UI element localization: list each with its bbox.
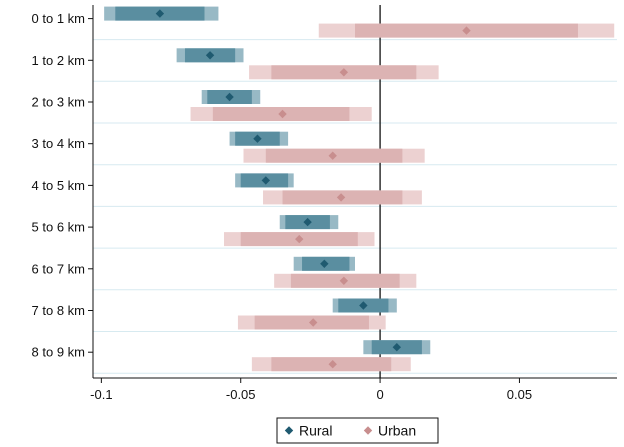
- gridlines: [93, 39, 617, 374]
- legend-box: [276, 417, 439, 444]
- urban-point-marker: [339, 276, 349, 285]
- legend-label-urban: Urban: [378, 423, 416, 439]
- axes: 0 to 1 km 1 to 2 km 2 to 3 km 3 to 4 km 4 to…: [32, 5, 617, 402]
- legend-marker-urban: [363, 426, 373, 435]
- y-tick-label: 4 to 5 km: [32, 178, 85, 193]
- urban-point-marker: [328, 151, 337, 160]
- urban-point-marker: [328, 360, 337, 369]
- urban-point-marker: [462, 26, 471, 35]
- rural-point-marker: [320, 259, 329, 268]
- y-tick-label: 7 to 8 km: [32, 303, 85, 318]
- urban-point-marker: [295, 234, 304, 244]
- y-tick-label: 5 to 6 km: [32, 220, 85, 235]
- legend: Rural Urban: [276, 417, 439, 444]
- y-tick-label: 8 to 9 km: [32, 345, 85, 360]
- x-tick-label: 0: [376, 387, 383, 402]
- x-tick-label: 0.05: [507, 387, 532, 402]
- y-tick-label: 1 to 2 km: [32, 53, 85, 68]
- urban-point-marker: [278, 109, 287, 119]
- rural-point-marker: [261, 176, 271, 185]
- x-tick-label: -0.1: [90, 387, 112, 402]
- rural-point-marker: [225, 92, 234, 102]
- urban-point-marker: [336, 193, 346, 202]
- legend-marker-rural: [284, 426, 294, 435]
- x-tick-label: -0.05: [226, 387, 256, 402]
- y-tick-label: 6 to 7 km: [32, 261, 85, 276]
- y-tick-label: 0 to 1 km: [32, 11, 85, 26]
- rural-point-marker: [253, 134, 262, 143]
- urban-point-marker: [339, 68, 349, 77]
- rural-point-marker: [205, 51, 215, 60]
- plot-area: [104, 5, 615, 378]
- legend-label-rural: Rural: [299, 423, 332, 439]
- y-tick-label: 2 to 3 km: [32, 95, 85, 110]
- urban-point-marker: [308, 318, 318, 327]
- rural-point-marker: [303, 217, 312, 227]
- y-tick-label: 3 to 4 km: [32, 136, 85, 151]
- rural-point-marker: [359, 301, 368, 310]
- rural-point-marker: [392, 343, 402, 352]
- rural-point-marker: [155, 9, 165, 18]
